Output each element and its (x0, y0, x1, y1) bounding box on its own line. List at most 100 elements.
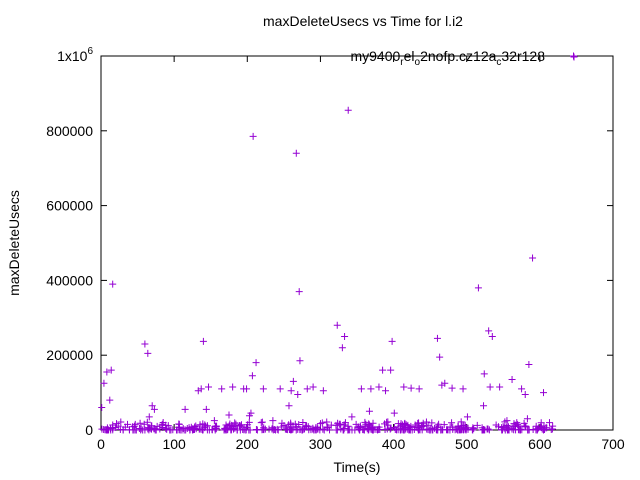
data-point (289, 377, 297, 385)
data-point (269, 417, 277, 425)
data-point (480, 370, 488, 378)
data-point-cluster (443, 426, 451, 434)
data-point-cluster (354, 424, 362, 432)
data-point (348, 413, 356, 421)
data-point-cluster (407, 422, 415, 430)
data-point-cluster (180, 426, 188, 434)
plot-frame (100, 55, 614, 431)
data-point (181, 405, 189, 413)
data-point-cluster (402, 424, 410, 432)
data-point (485, 327, 493, 335)
data-point-cluster (383, 418, 391, 426)
data-point-cluster (367, 425, 375, 433)
data-point (252, 359, 260, 367)
data-point (292, 149, 300, 157)
x-tick-label: 200 (236, 436, 260, 452)
data-point-cluster (479, 425, 487, 433)
data-point-cluster (384, 421, 392, 429)
legend-label: my9400relo2nofp.cz12ac32r128 (350, 48, 545, 68)
data-point-cluster (191, 424, 199, 432)
data-point-cluster (336, 420, 344, 428)
data-point-cluster (117, 418, 125, 426)
data-point-cluster (327, 421, 335, 429)
data-point (459, 385, 467, 393)
data-point-cluster (144, 425, 152, 433)
data-point (276, 385, 284, 393)
data-point (98, 404, 106, 412)
scatter-points (98, 52, 578, 434)
data-point-cluster (340, 425, 348, 433)
data-point-cluster (386, 425, 394, 433)
data-point-cluster (119, 426, 127, 434)
data-point-cluster (448, 419, 456, 427)
data-point-cluster (346, 426, 354, 434)
data-point-cluster (98, 425, 106, 433)
data-point-cluster (220, 426, 228, 434)
y-tick-label: 400000 (46, 272, 93, 288)
data-point-cluster (387, 424, 395, 432)
data-point-cluster (521, 422, 529, 430)
data-point-cluster (473, 421, 481, 429)
data-point (529, 254, 537, 262)
data-point (357, 385, 365, 393)
data-point-cluster (428, 419, 436, 427)
data-point (441, 379, 449, 387)
x-tick-label: 100 (162, 436, 186, 452)
data-point (525, 361, 533, 369)
data-point (294, 390, 302, 398)
data-point (205, 383, 213, 391)
data-point (388, 337, 396, 345)
data-point-cluster (454, 426, 462, 434)
data-point-cluster (257, 419, 265, 427)
data-point (249, 132, 257, 140)
data-point (100, 379, 108, 387)
data-point-cluster (411, 421, 419, 429)
data-point (400, 383, 408, 391)
data-point (247, 409, 255, 417)
data-point (106, 396, 114, 404)
data-point (109, 280, 117, 288)
data-point-cluster (124, 420, 132, 428)
data-point (480, 402, 488, 410)
data-point (287, 387, 295, 395)
y-tick-label: 600000 (46, 198, 93, 214)
data-point (379, 366, 387, 374)
data-point-cluster (131, 420, 139, 428)
data-point (367, 385, 375, 393)
data-point (210, 417, 218, 425)
y-tick-label: 800000 (46, 123, 93, 139)
data-point-cluster (435, 420, 443, 428)
data-point (303, 385, 311, 393)
data-point-cluster (274, 426, 282, 434)
data-point-cluster (114, 422, 122, 430)
data-point (375, 383, 383, 391)
data-point-cluster (292, 423, 300, 431)
data-point-cluster (301, 423, 309, 431)
data-point-cluster (326, 426, 334, 434)
data-point (319, 387, 327, 395)
data-point-cluster (545, 419, 553, 427)
data-point-cluster (454, 422, 462, 430)
data-point (338, 344, 346, 352)
data-point-cluster (151, 426, 159, 434)
data-point (148, 402, 156, 410)
data-point (341, 333, 349, 340)
data-point-cluster (179, 425, 187, 433)
data-point-cluster (252, 426, 260, 434)
data-point-cluster (429, 426, 437, 434)
data-point-cluster (437, 426, 445, 434)
chart-title: maxDeleteUsecs vs Time for l.i2 (263, 13, 463, 29)
x-tick-label: 600 (528, 436, 552, 452)
data-point-cluster (150, 425, 158, 433)
data-point (448, 384, 456, 392)
data-point-cluster (501, 418, 509, 426)
data-point-cluster (273, 425, 281, 433)
data-point-cluster (418, 423, 426, 431)
data-point-cluster (408, 426, 416, 434)
data-point-cluster (135, 424, 143, 432)
data-point (333, 321, 341, 329)
data-point-cluster (202, 422, 210, 430)
x-tick-label: 500 (455, 436, 479, 452)
data-point-cluster (397, 424, 405, 432)
x-tick-label: 0 (97, 436, 105, 452)
